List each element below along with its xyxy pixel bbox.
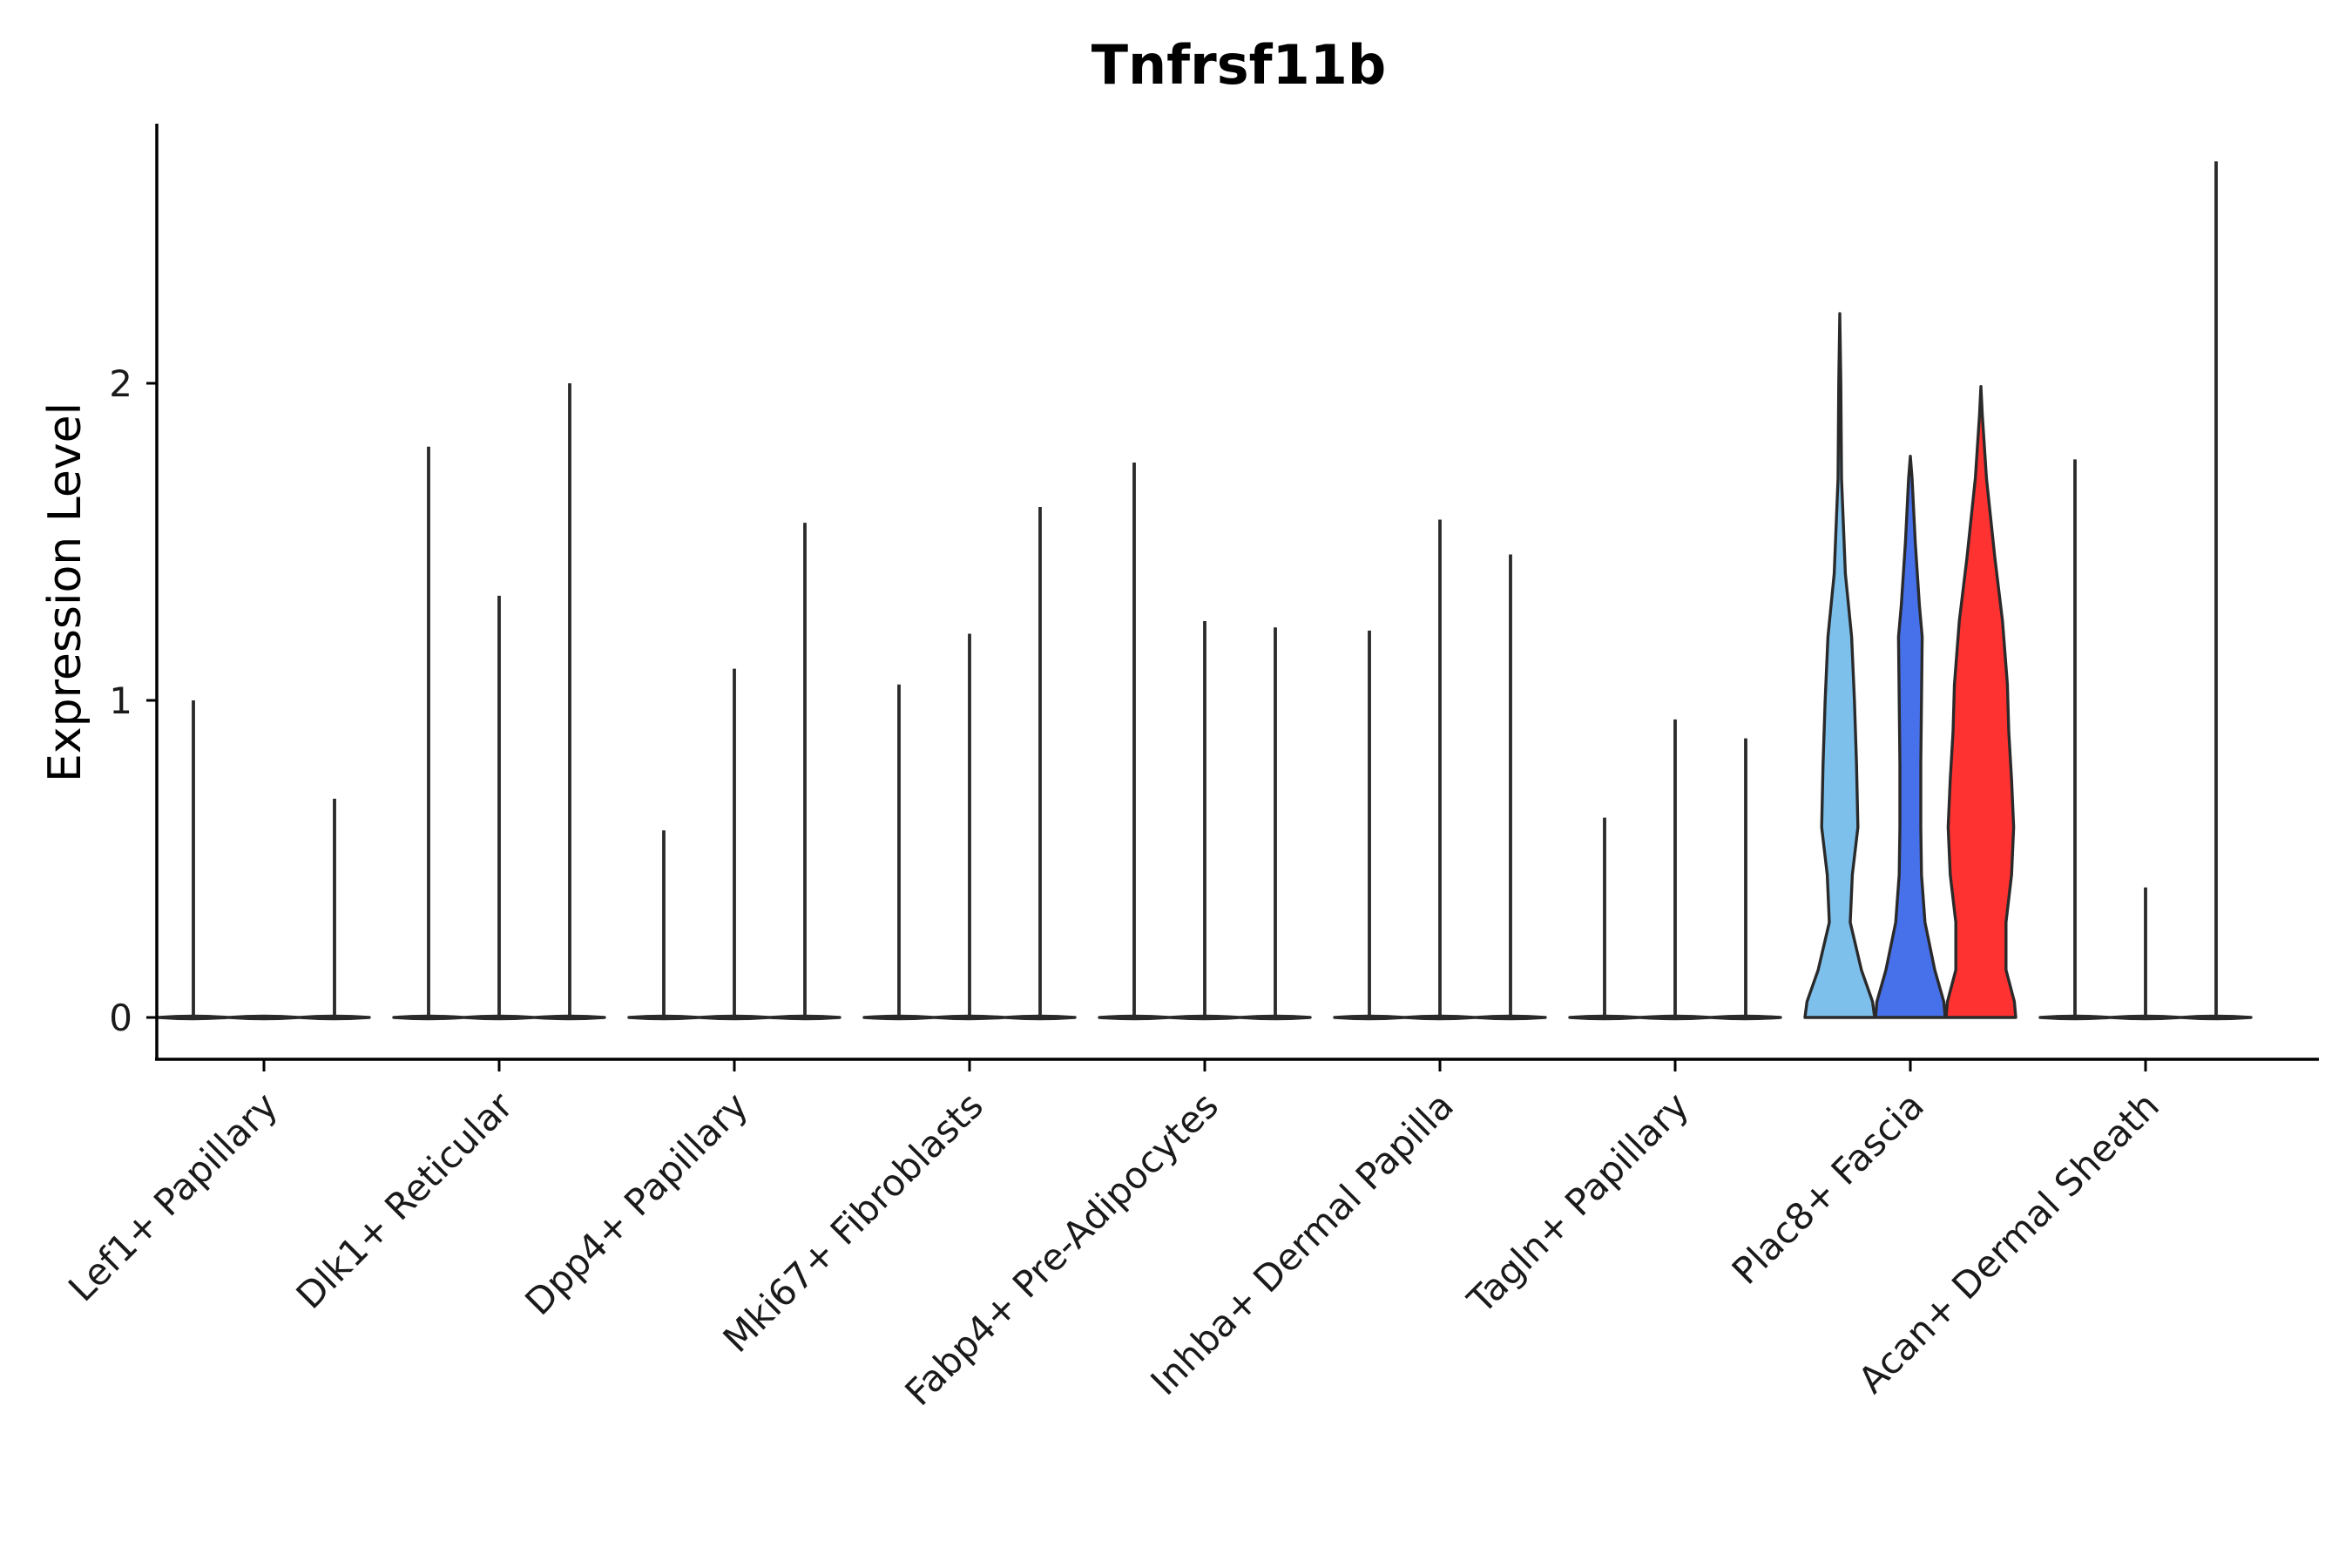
chart-title: Tnfrsf11b: [1092, 33, 1387, 97]
y-tick-label: 1: [109, 679, 132, 722]
violin-shape: [1874, 455, 1947, 1019]
violin-shape: [1944, 384, 2017, 1019]
x-tick-label: Mki67+ Fibroblasts: [715, 1084, 991, 1360]
y-tick-label: 2: [109, 362, 132, 405]
violin-shape: [1803, 312, 1876, 1019]
x-tick-label: Dlk1+ Reticular: [288, 1084, 522, 1317]
violin-shape: [227, 1014, 301, 1021]
x-tick-label: Dpp4+ Papillary: [517, 1084, 756, 1323]
x-tick-label: Tagln+ Papillary: [1459, 1084, 1697, 1321]
x-tick-label: Lef1+ Papillary: [60, 1084, 286, 1309]
y-tick-label: 0: [109, 997, 132, 1039]
y-axis-label: Expression Level: [39, 402, 91, 782]
plot-area: [157, 161, 2253, 1021]
y-ticks: 0 1 2: [109, 362, 157, 1039]
x-tick-label: Plac8+ Fascia: [1724, 1084, 1932, 1292]
